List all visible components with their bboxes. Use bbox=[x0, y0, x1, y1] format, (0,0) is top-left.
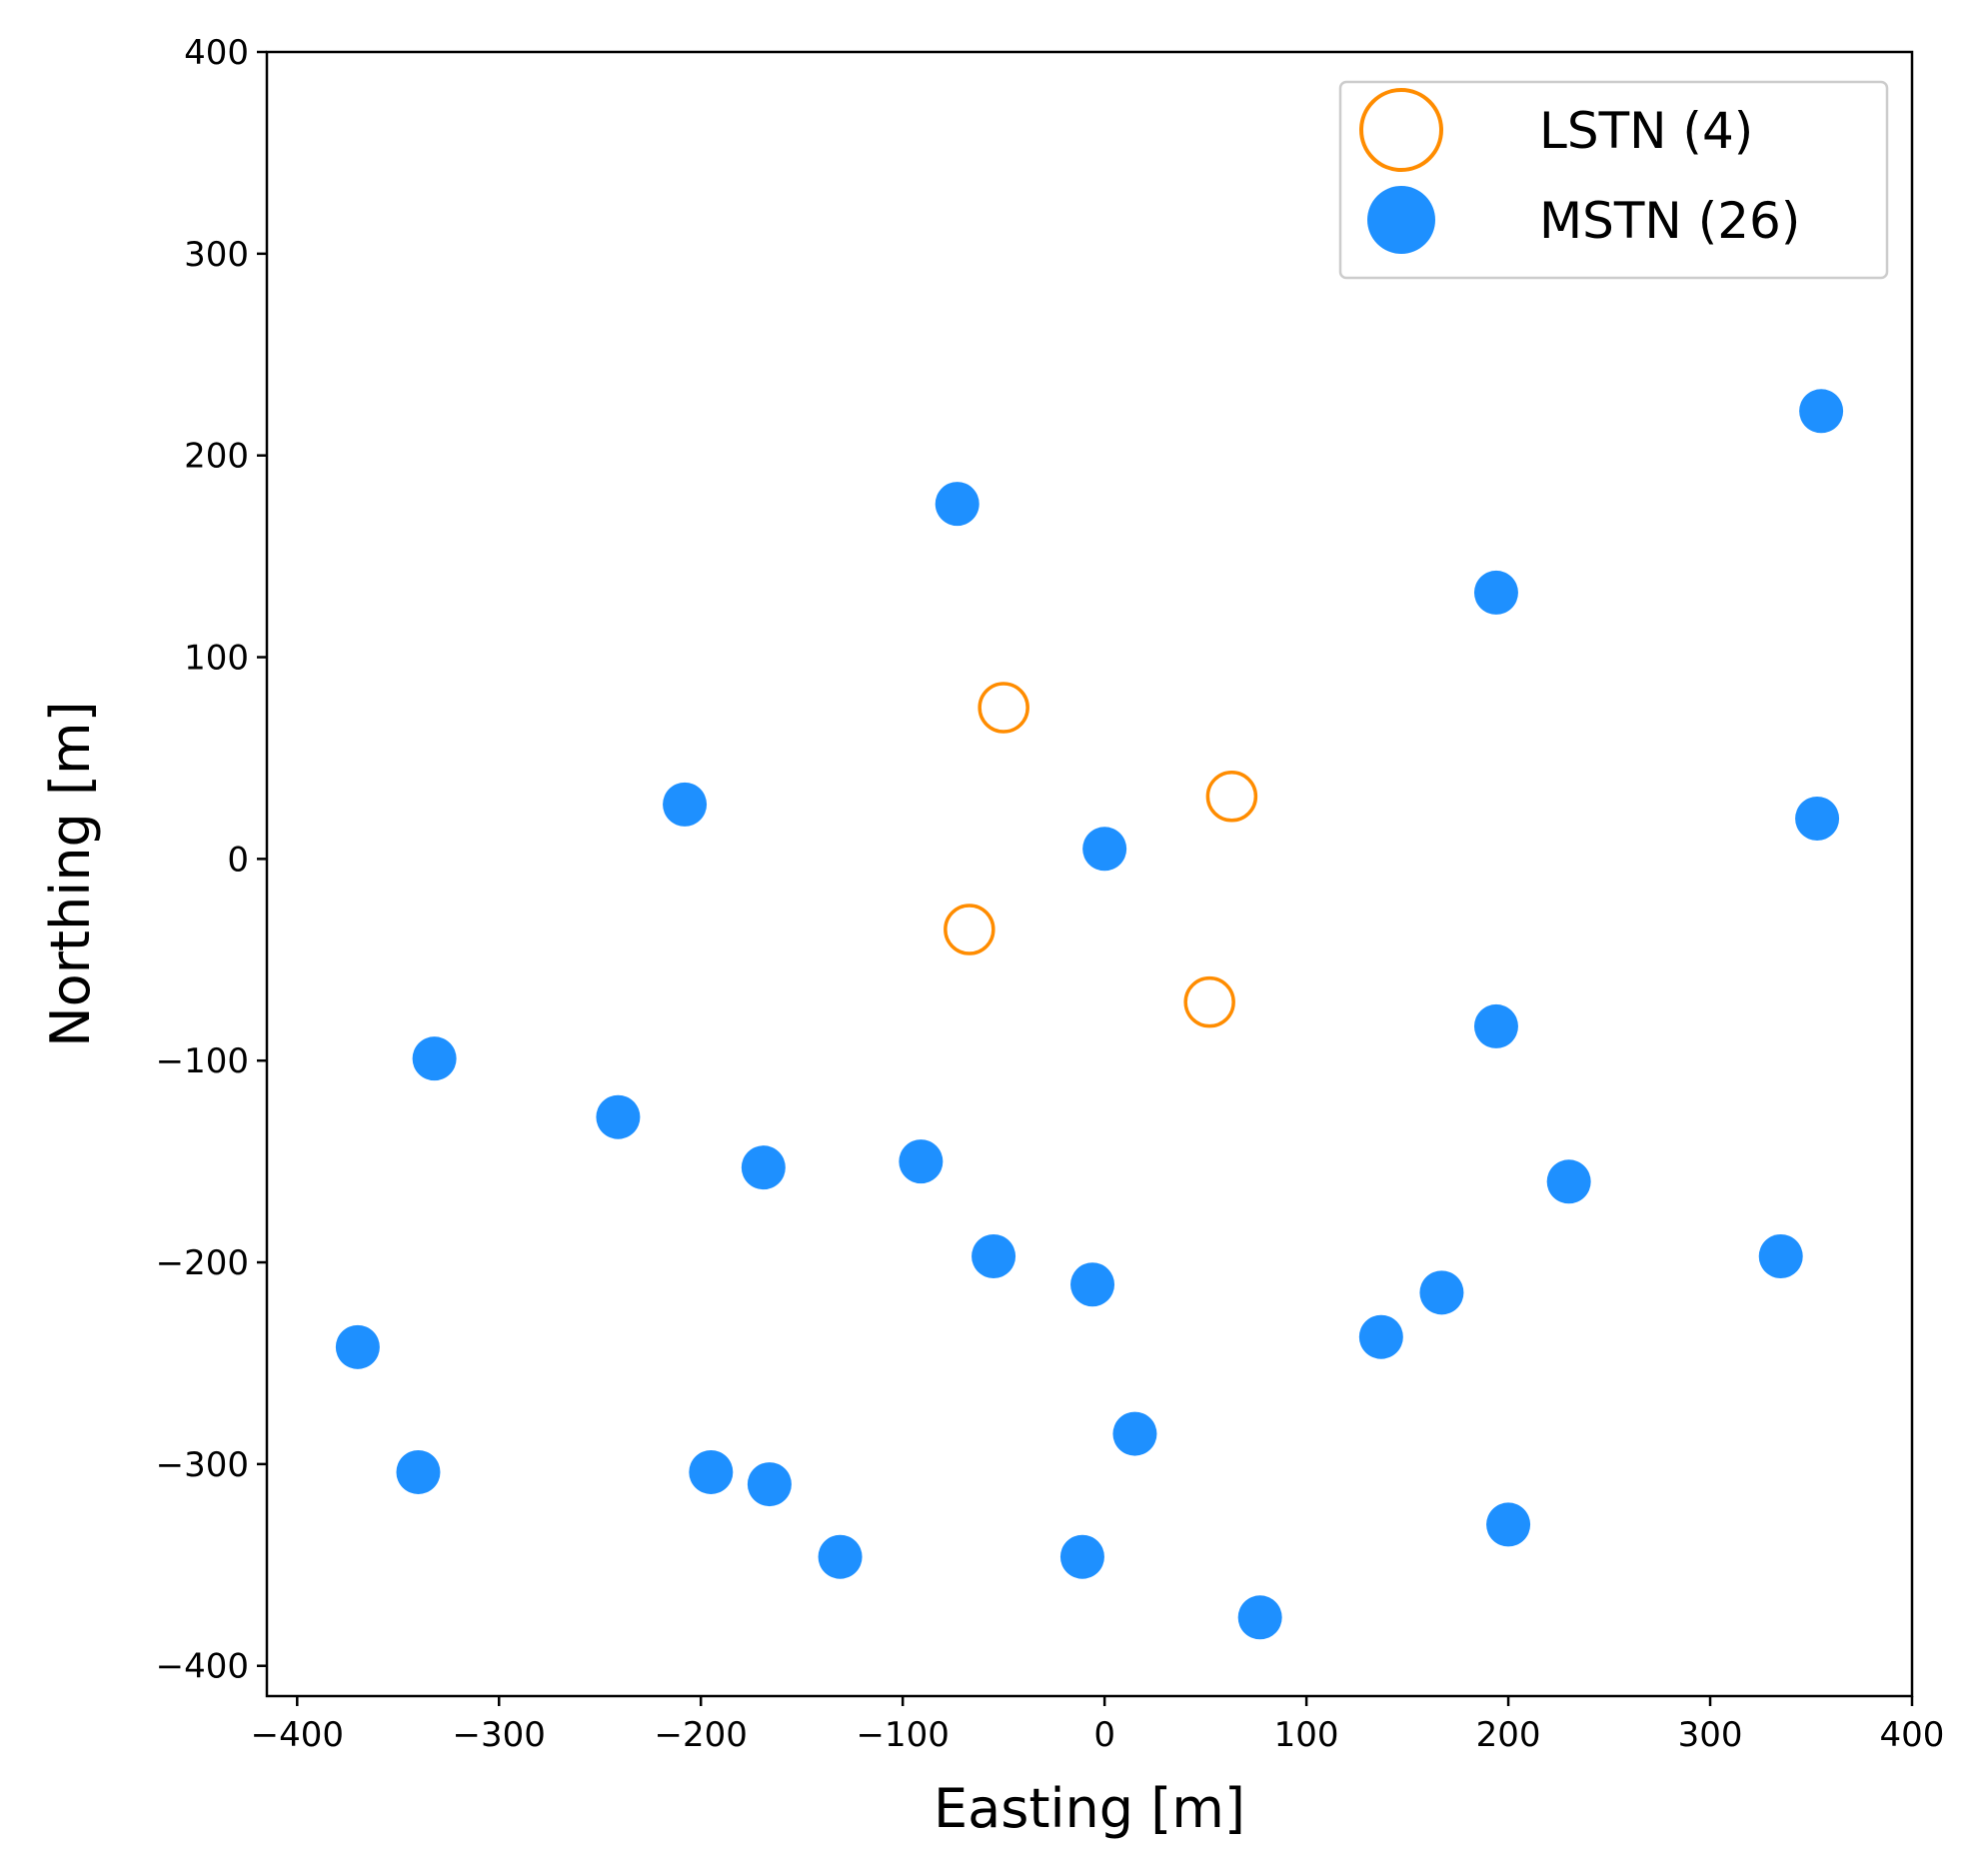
x-tick-label: −100 bbox=[856, 1715, 949, 1755]
lstn-point bbox=[944, 904, 995, 955]
lstn-point bbox=[1183, 975, 1235, 1028]
mstn-point bbox=[747, 1462, 792, 1507]
x-tick-label: 400 bbox=[1880, 1715, 1945, 1755]
y-tick-label: 200 bbox=[184, 437, 249, 477]
legend-label-mstn: MSTN (26) bbox=[1539, 192, 1800, 250]
legend-marker-lstn bbox=[1359, 88, 1443, 172]
y-axis-ticks: −400 −300 −200 −100 0 100 200 300 400 bbox=[156, 33, 267, 1687]
x-tick-label: −400 bbox=[251, 1715, 344, 1755]
y-tick-label: −200 bbox=[156, 1243, 249, 1283]
legend-marker-mstn bbox=[1367, 186, 1435, 254]
y-tick-label: 400 bbox=[184, 33, 249, 73]
legend-box bbox=[1338, 80, 1889, 280]
mstn-point bbox=[1758, 1233, 1803, 1278]
y-tick-label: −400 bbox=[156, 1647, 249, 1687]
lstn-point bbox=[1205, 771, 1258, 823]
plot-area-frame bbox=[265, 50, 1914, 1698]
mstn-point bbox=[1473, 1003, 1518, 1048]
lstn-point bbox=[978, 682, 1029, 734]
mstn-point bbox=[596, 1094, 641, 1139]
legend-label-lstn: LSTN (4) bbox=[1539, 102, 1753, 160]
mstn-point bbox=[1795, 796, 1840, 841]
x-tick-label: 300 bbox=[1678, 1715, 1743, 1755]
data-points bbox=[335, 389, 1844, 1640]
mstn-point bbox=[396, 1449, 441, 1494]
mstn-point bbox=[1082, 827, 1127, 872]
mstn-point bbox=[972, 1233, 1016, 1278]
mstn-point bbox=[935, 482, 980, 527]
y-tick-label: −300 bbox=[156, 1445, 249, 1485]
x-axis-ticks: −400 −300 −200 −100 0 100 200 300 400 bbox=[251, 1696, 1945, 1755]
x-tick-label: 100 bbox=[1274, 1715, 1339, 1755]
y-tick-label: 300 bbox=[184, 235, 249, 275]
mstn-point bbox=[899, 1139, 944, 1184]
mstn-point bbox=[1419, 1270, 1464, 1315]
y-tick-label: 0 bbox=[227, 840, 249, 880]
mstn-point bbox=[335, 1324, 380, 1369]
x-tick-label: 0 bbox=[1093, 1715, 1115, 1755]
mstn-point bbox=[741, 1145, 786, 1190]
mstn-point bbox=[1546, 1159, 1591, 1204]
mstn-point bbox=[818, 1534, 863, 1579]
x-tick-label: 200 bbox=[1476, 1715, 1541, 1755]
mstn-point bbox=[1486, 1502, 1531, 1547]
y-tick-label: 100 bbox=[184, 639, 249, 679]
mstn-point bbox=[1799, 389, 1844, 434]
mstn-point bbox=[412, 1036, 457, 1081]
mstn-point bbox=[1070, 1262, 1115, 1307]
y-axis-label: Northing [m] bbox=[39, 701, 102, 1046]
mstn-point bbox=[1358, 1314, 1403, 1359]
mstn-point bbox=[1473, 570, 1518, 615]
mstn-point bbox=[1112, 1411, 1157, 1456]
x-axis-label: Easting [m] bbox=[934, 1777, 1245, 1840]
legend: LSTN (4) MSTN (26) bbox=[1338, 80, 1889, 280]
y-tick-label: −100 bbox=[156, 1041, 249, 1081]
mstn-point bbox=[689, 1449, 734, 1494]
mstn-point bbox=[1059, 1534, 1104, 1579]
mstn-point bbox=[1237, 1595, 1282, 1640]
x-tick-label: −300 bbox=[453, 1715, 546, 1755]
mstn-point bbox=[663, 782, 708, 827]
x-tick-label: −200 bbox=[655, 1715, 748, 1755]
